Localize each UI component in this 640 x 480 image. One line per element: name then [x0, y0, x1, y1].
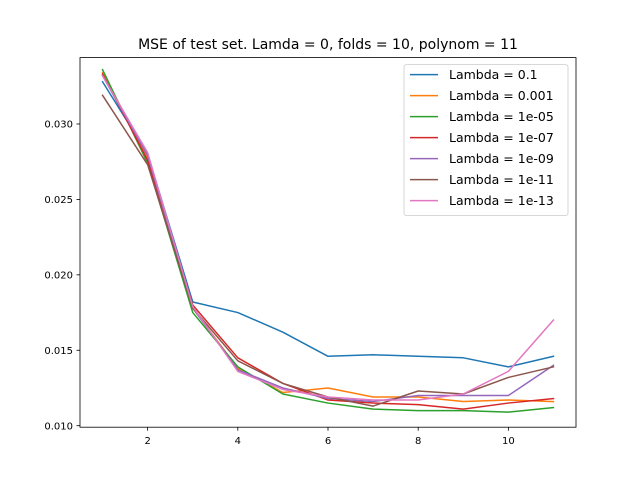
- legend-label-6: Lambda = 1e-13: [449, 193, 554, 208]
- x-tick-label-3: 8: [415, 436, 421, 447]
- x-tick-label-0: 2: [144, 436, 150, 447]
- legend-label-0: Lambda = 0.1: [449, 67, 538, 82]
- series-line-6: [101, 74, 555, 401]
- legend-label-3: Lambda = 1e-07: [449, 130, 554, 145]
- legend-label-5: Lambda = 1e-11: [449, 172, 554, 187]
- series-layer: [101, 68, 555, 413]
- plot-area: [79, 57, 577, 428]
- legend: Lambda = 0.1 Lambda = 0.001 Lambda = 1e-05…: [403, 64, 569, 216]
- x-tick-label-1: 4: [235, 436, 241, 447]
- legend-label-2: Lambda = 1e-05: [449, 109, 554, 124]
- series-line-2: [101, 68, 555, 413]
- x-axis: 2 4 6 8 10: [144, 427, 515, 447]
- legend-box: [403, 64, 569, 216]
- x-tick-label-4: 10: [502, 436, 515, 447]
- y-tick-label-0: 0.010: [44, 421, 73, 432]
- legend-label-1: Lambda = 0.001: [449, 88, 554, 103]
- y-tick-label-3: 0.025: [44, 195, 73, 206]
- x-tick-label-2: 6: [325, 436, 331, 447]
- legend-label-4: Lambda = 1e-09: [449, 151, 554, 166]
- y-tick-label-2: 0.020: [44, 270, 73, 281]
- y-axis: 0.010 0.015 0.020 0.025 0.030: [44, 120, 80, 432]
- chart-title: MSE of test set. Lamda = 0, folds = 10, …: [138, 37, 518, 53]
- y-tick-label-4: 0.030: [44, 120, 73, 131]
- y-tick-label-1: 0.015: [44, 346, 73, 357]
